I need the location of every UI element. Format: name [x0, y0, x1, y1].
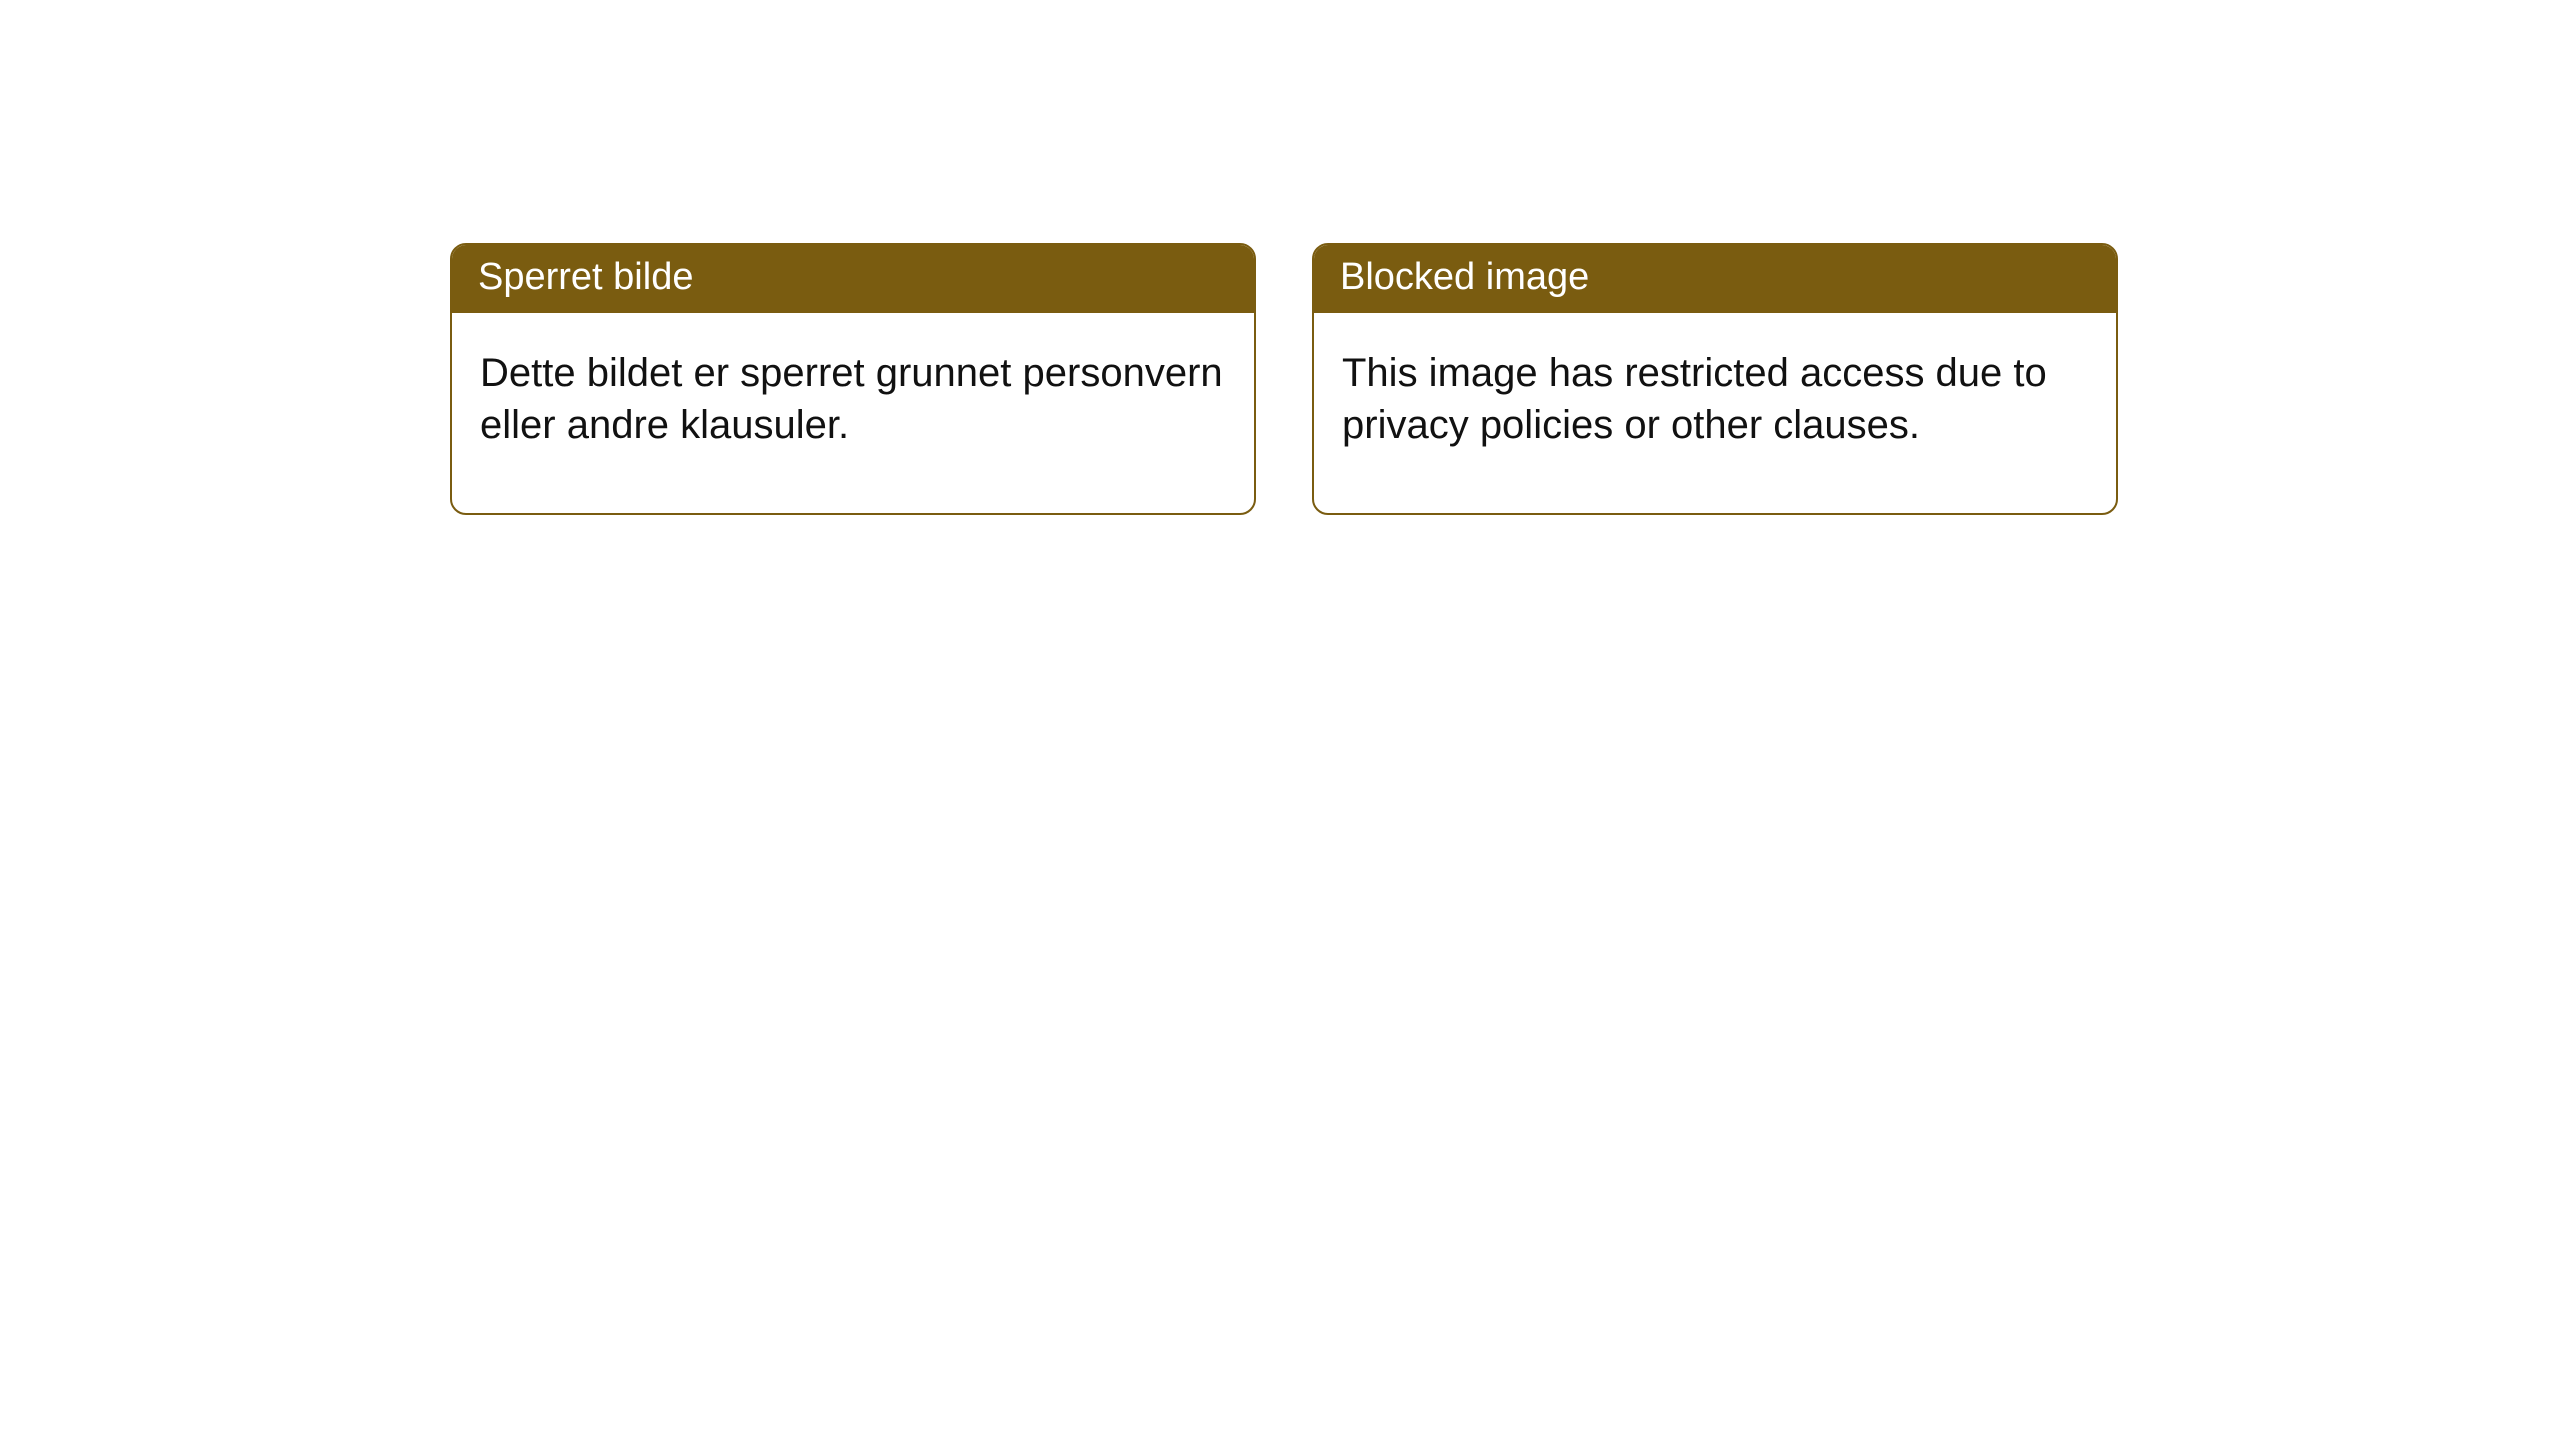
notice-card-body: This image has restricted access due to …	[1314, 313, 2116, 513]
notice-card-en: Blocked image This image has restricted …	[1312, 243, 2118, 515]
notice-card-no: Sperret bilde Dette bildet er sperret gr…	[450, 243, 1256, 515]
notice-card-title: Sperret bilde	[452, 245, 1254, 313]
notice-card-title: Blocked image	[1314, 245, 2116, 313]
notice-container: Sperret bilde Dette bildet er sperret gr…	[450, 243, 2118, 515]
notice-card-body: Dette bildet er sperret grunnet personve…	[452, 313, 1254, 513]
